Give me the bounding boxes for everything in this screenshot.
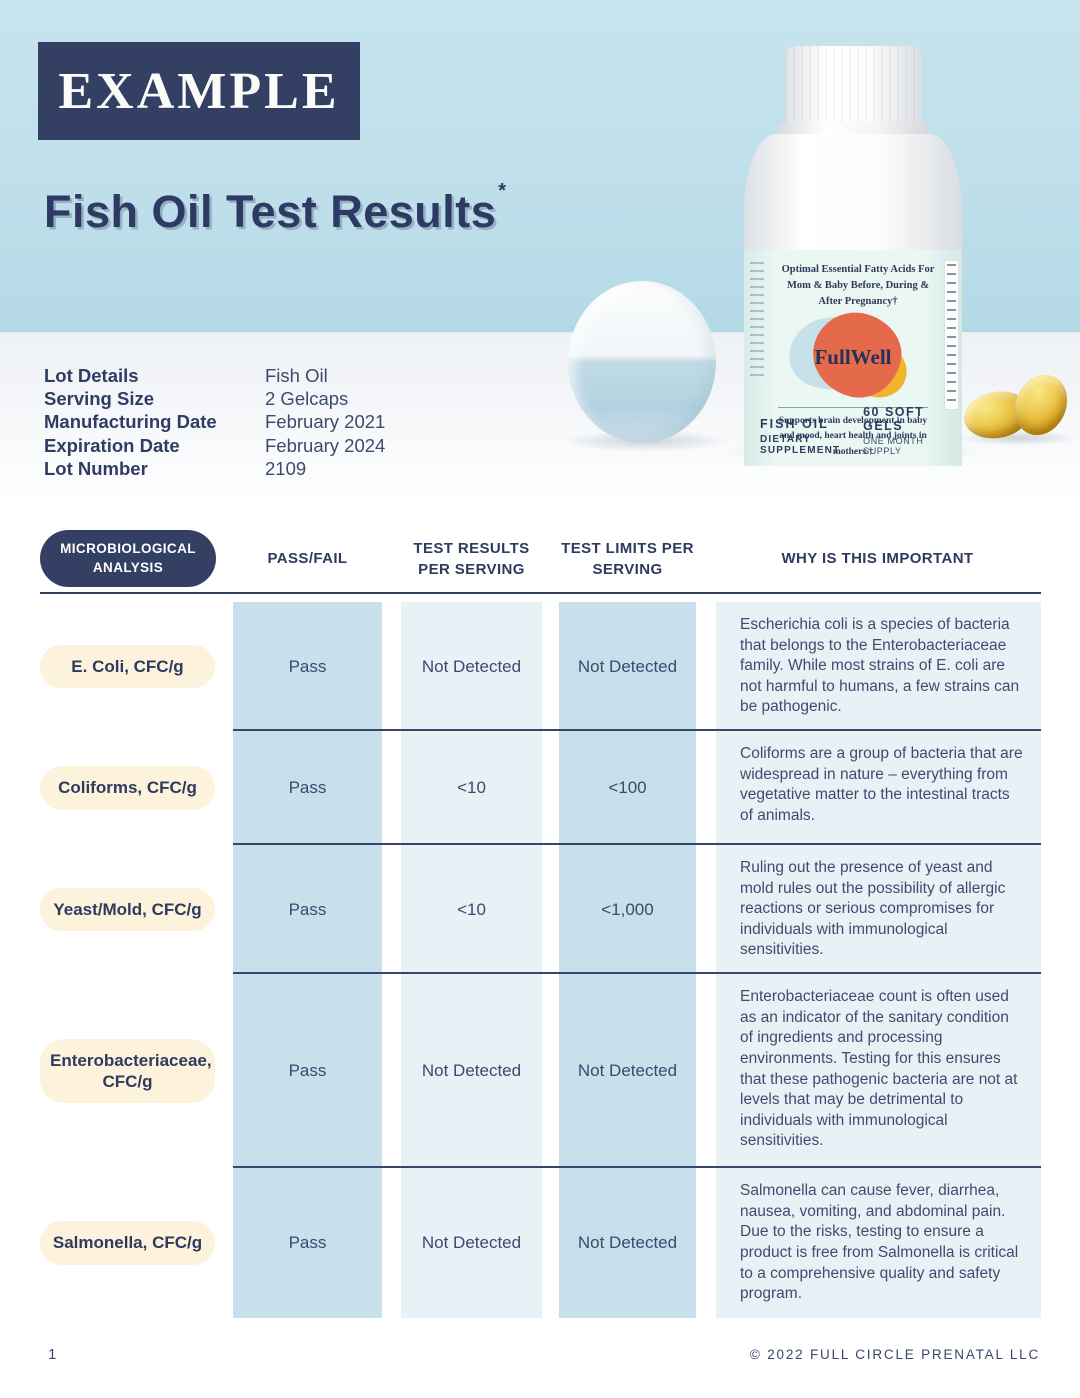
column-gap — [542, 845, 559, 974]
lot-detail-value: 2109 — [265, 457, 307, 479]
title-asterisk: * — [498, 180, 507, 202]
pass-fail-cell: Pass — [233, 602, 382, 732]
lot-detail-row: Serving Size 2 Gelcaps — [44, 387, 385, 410]
table-row: E. Coli, CFC/g Pass Not Detected Not Detect… — [40, 602, 1041, 732]
label-count: 60 SOFT GELS — [863, 405, 925, 433]
analysis-pill: Enterobacteriaceae, CFC/g — [40, 1038, 215, 1104]
label-bottom-row: FISH OIL DIETARY SUPPLEMENT 60 SOFT GELS… — [760, 405, 944, 456]
column-header-why-important: WHY IS THIS IMPORTANT — [781, 550, 974, 567]
bottle-body: Optimal Essential Fatty Acids For Mom & … — [744, 134, 962, 466]
column-gap — [382, 602, 401, 731]
column-header-analysis: MICROBIOLOGICAL ANALYSIS — [40, 530, 216, 587]
example-banner: EXAMPLE — [38, 42, 360, 140]
brand-logo: FullWell — [783, 305, 917, 406]
test-result-cell: <10 — [401, 845, 542, 975]
page-title: Fish Oil Test Results * — [44, 180, 507, 237]
column-gap — [696, 845, 716, 974]
table-row: Salmonella, CFC/g Pass Not Detected Not Det… — [40, 1168, 1041, 1318]
lot-detail-value: Fish Oil — [265, 365, 328, 386]
lot-detail-label: Lot Number — [44, 457, 148, 479]
lot-detail-label: Lot Details — [44, 365, 139, 386]
lot-detail-value: 2 Gelcaps — [265, 388, 349, 410]
column-gap — [696, 731, 716, 845]
why-important-cell: Salmonella can cause fever, diarrhea, na… — [716, 1168, 1041, 1318]
label-supply: ONE MONTH SUPPLY — [863, 436, 924, 456]
column-gap — [696, 602, 716, 731]
label-divider — [778, 407, 928, 409]
lot-details: Lot Details Fish Oil Serving Size 2 Gelcaps… — [44, 364, 385, 480]
column-header-test-limits: TEST LIMITS PER SERVING — [561, 539, 694, 578]
column-gap — [382, 974, 401, 1168]
analysis-pill: Coliforms, CFC/g — [40, 766, 215, 810]
glass-sphere — [568, 281, 716, 443]
lot-detail-label: Manufacturing Date — [44, 411, 217, 433]
pass-fail-cell: Pass — [233, 1168, 382, 1318]
test-limit-cell: Not Detected — [559, 974, 696, 1169]
why-important-cell: Escherichia coli is a species of bacteri… — [716, 602, 1041, 732]
lot-detail-value: February 2024 — [265, 434, 386, 456]
lot-detail-label: Expiration Date — [44, 434, 180, 456]
table-row: Yeast/Mold, CFC/g Pass <10 <1,000 Ruling out… — [40, 845, 1041, 975]
test-result-cell: <10 — [401, 731, 542, 846]
example-banner-text: EXAMPLE — [58, 62, 340, 120]
analysis-pill: E. Coli, CFC/g — [40, 644, 215, 689]
bottle-cap — [785, 46, 921, 126]
test-result-cell: Not Detected — [401, 974, 542, 1169]
column-gap — [542, 602, 559, 731]
lot-detail-row: Manufacturing Date February 2021 — [44, 410, 385, 433]
lot-detail-row: Expiration Date February 2024 — [44, 434, 385, 457]
label-tagline: Optimal Essential Fatty Acids For Mom & … — [781, 264, 935, 307]
test-result-cell: Not Detected — [401, 602, 542, 732]
supplement-facts-panel — [944, 260, 959, 410]
analysis-pill: Yeast/Mold, CFC/g — [40, 887, 215, 932]
product-photo: Optimal Essential Fatty Acids For Mom & … — [0, 0, 1080, 506]
brand-name: FullWell — [814, 345, 892, 370]
lot-detail-label: Serving Size — [44, 388, 155, 410]
column-header-test-results: TEST RESULTS PER SERVING — [413, 539, 530, 578]
test-limit-cell: Not Detected — [559, 602, 696, 732]
column-gap — [382, 845, 401, 974]
test-limit-cell: Not Detected — [559, 1168, 696, 1318]
lot-detail-row: Lot Details Fish Oil — [44, 364, 385, 387]
why-important-cell: Coliforms are a group of bacteria that a… — [716, 731, 1041, 846]
pass-fail-cell: Pass — [233, 974, 382, 1169]
analysis-cell: Coliforms, CFC/g — [40, 731, 233, 845]
bottle-label: Optimal Essential Fatty Acids For Mom & … — [744, 250, 962, 466]
label-product-type: FISH OIL — [760, 417, 829, 431]
pass-fail-cell: Pass — [233, 731, 382, 846]
results-table-body: E. Coli, CFC/g Pass Not Detected Not Detect… — [40, 602, 1041, 1318]
column-gap — [696, 1168, 716, 1318]
label-smallprint — [750, 262, 764, 382]
table-row: Enterobacteriaceae, CFC/g Pass Not Detecte… — [40, 974, 1041, 1169]
column-gap — [542, 1168, 559, 1318]
header-divider — [40, 592, 1041, 594]
column-gap — [542, 731, 559, 845]
label-supplement-text: DIETARY SUPPLEMENT — [760, 434, 841, 456]
table-row: Coliforms, CFC/g Pass <10 <100 Coliforms are… — [40, 731, 1041, 846]
column-gap — [382, 1168, 401, 1318]
test-limit-cell: <1,000 — [559, 845, 696, 975]
supplement-bottle: Optimal Essential Fatty Acids For Mom & … — [744, 44, 962, 466]
why-important-cell: Enterobacteriaceae count is often used a… — [716, 974, 1041, 1169]
column-gap — [542, 974, 559, 1168]
analysis-pill: Salmonella, CFC/g — [40, 1221, 215, 1265]
why-important-cell: Ruling out the presence of yeast and mol… — [716, 845, 1041, 975]
label-support-claim: Supports brain development in baby and m… — [778, 416, 928, 457]
analysis-cell: Enterobacteriaceae, CFC/g — [40, 974, 233, 1168]
test-limit-cell: <100 — [559, 731, 696, 846]
lot-detail-row: Lot Number 2109 — [44, 457, 385, 480]
copyright: © 2022 FULL CIRCLE PRENATAL LLC — [749, 1347, 1040, 1362]
analysis-cell: Salmonella, CFC/g — [40, 1168, 233, 1318]
analysis-cell: E. Coli, CFC/g — [40, 602, 233, 731]
column-gap — [382, 731, 401, 845]
column-header-pass-fail: PASS/FAIL — [267, 550, 348, 567]
column-gap — [696, 974, 716, 1168]
test-result-cell: Not Detected — [401, 1168, 542, 1318]
analysis-cell: Yeast/Mold, CFC/g — [40, 845, 233, 974]
page-number: 1 — [48, 1346, 57, 1363]
pass-fail-cell: Pass — [233, 845, 382, 975]
lot-detail-value: February 2021 — [265, 411, 386, 433]
